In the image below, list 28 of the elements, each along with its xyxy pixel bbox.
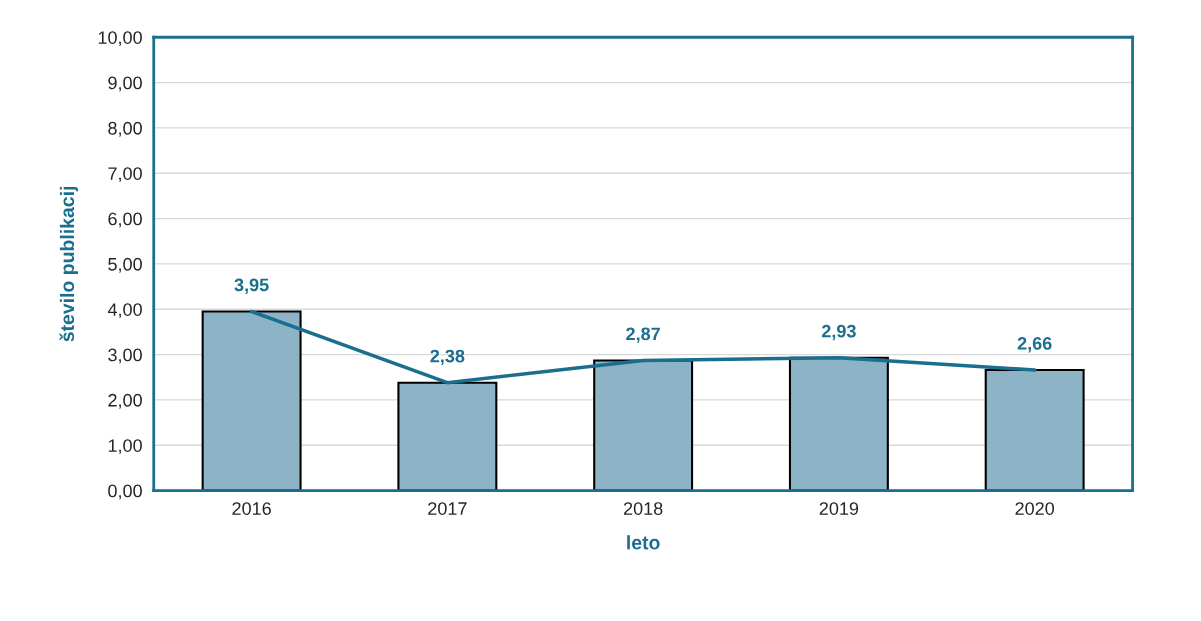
data-label: 2,93 xyxy=(821,324,856,341)
y-axis-title: število publikacij xyxy=(59,186,78,342)
y-tick-label: 2,00 xyxy=(108,393,142,409)
y-tick-label: 7,00 xyxy=(108,167,142,183)
bar xyxy=(397,381,498,491)
y-tick-label: 5,00 xyxy=(108,257,142,273)
x-axis-title: leto xyxy=(627,535,660,550)
y-tick-label: 8,00 xyxy=(108,121,142,137)
y-tick-label: 9,00 xyxy=(108,76,142,92)
y-tick-label: 4,00 xyxy=(107,303,142,319)
data-label: 2,38 xyxy=(430,349,465,366)
data-label: 2,87 xyxy=(626,327,660,343)
y-tick-label: 10,00 xyxy=(98,31,142,47)
x-tick-label: 2016 xyxy=(232,502,271,515)
data-label: 3,95 xyxy=(234,278,269,294)
y-tick-label: 3,00 xyxy=(108,348,142,364)
y-tick-label: 1,00 xyxy=(108,439,142,455)
y-tick-label: 0,00 xyxy=(108,484,142,500)
x-tick-label: 2020 xyxy=(1015,502,1055,515)
data-label: 2,66 xyxy=(1017,336,1052,353)
bar xyxy=(984,368,1085,491)
bar xyxy=(593,359,694,491)
x-tick-label: 2018 xyxy=(623,502,663,515)
x-tick-label: 2017 xyxy=(428,502,467,515)
y-tick-label: 6,00 xyxy=(108,212,142,228)
x-tick-label: 2019 xyxy=(819,502,859,515)
bar xyxy=(201,310,302,491)
bar xyxy=(788,356,889,491)
